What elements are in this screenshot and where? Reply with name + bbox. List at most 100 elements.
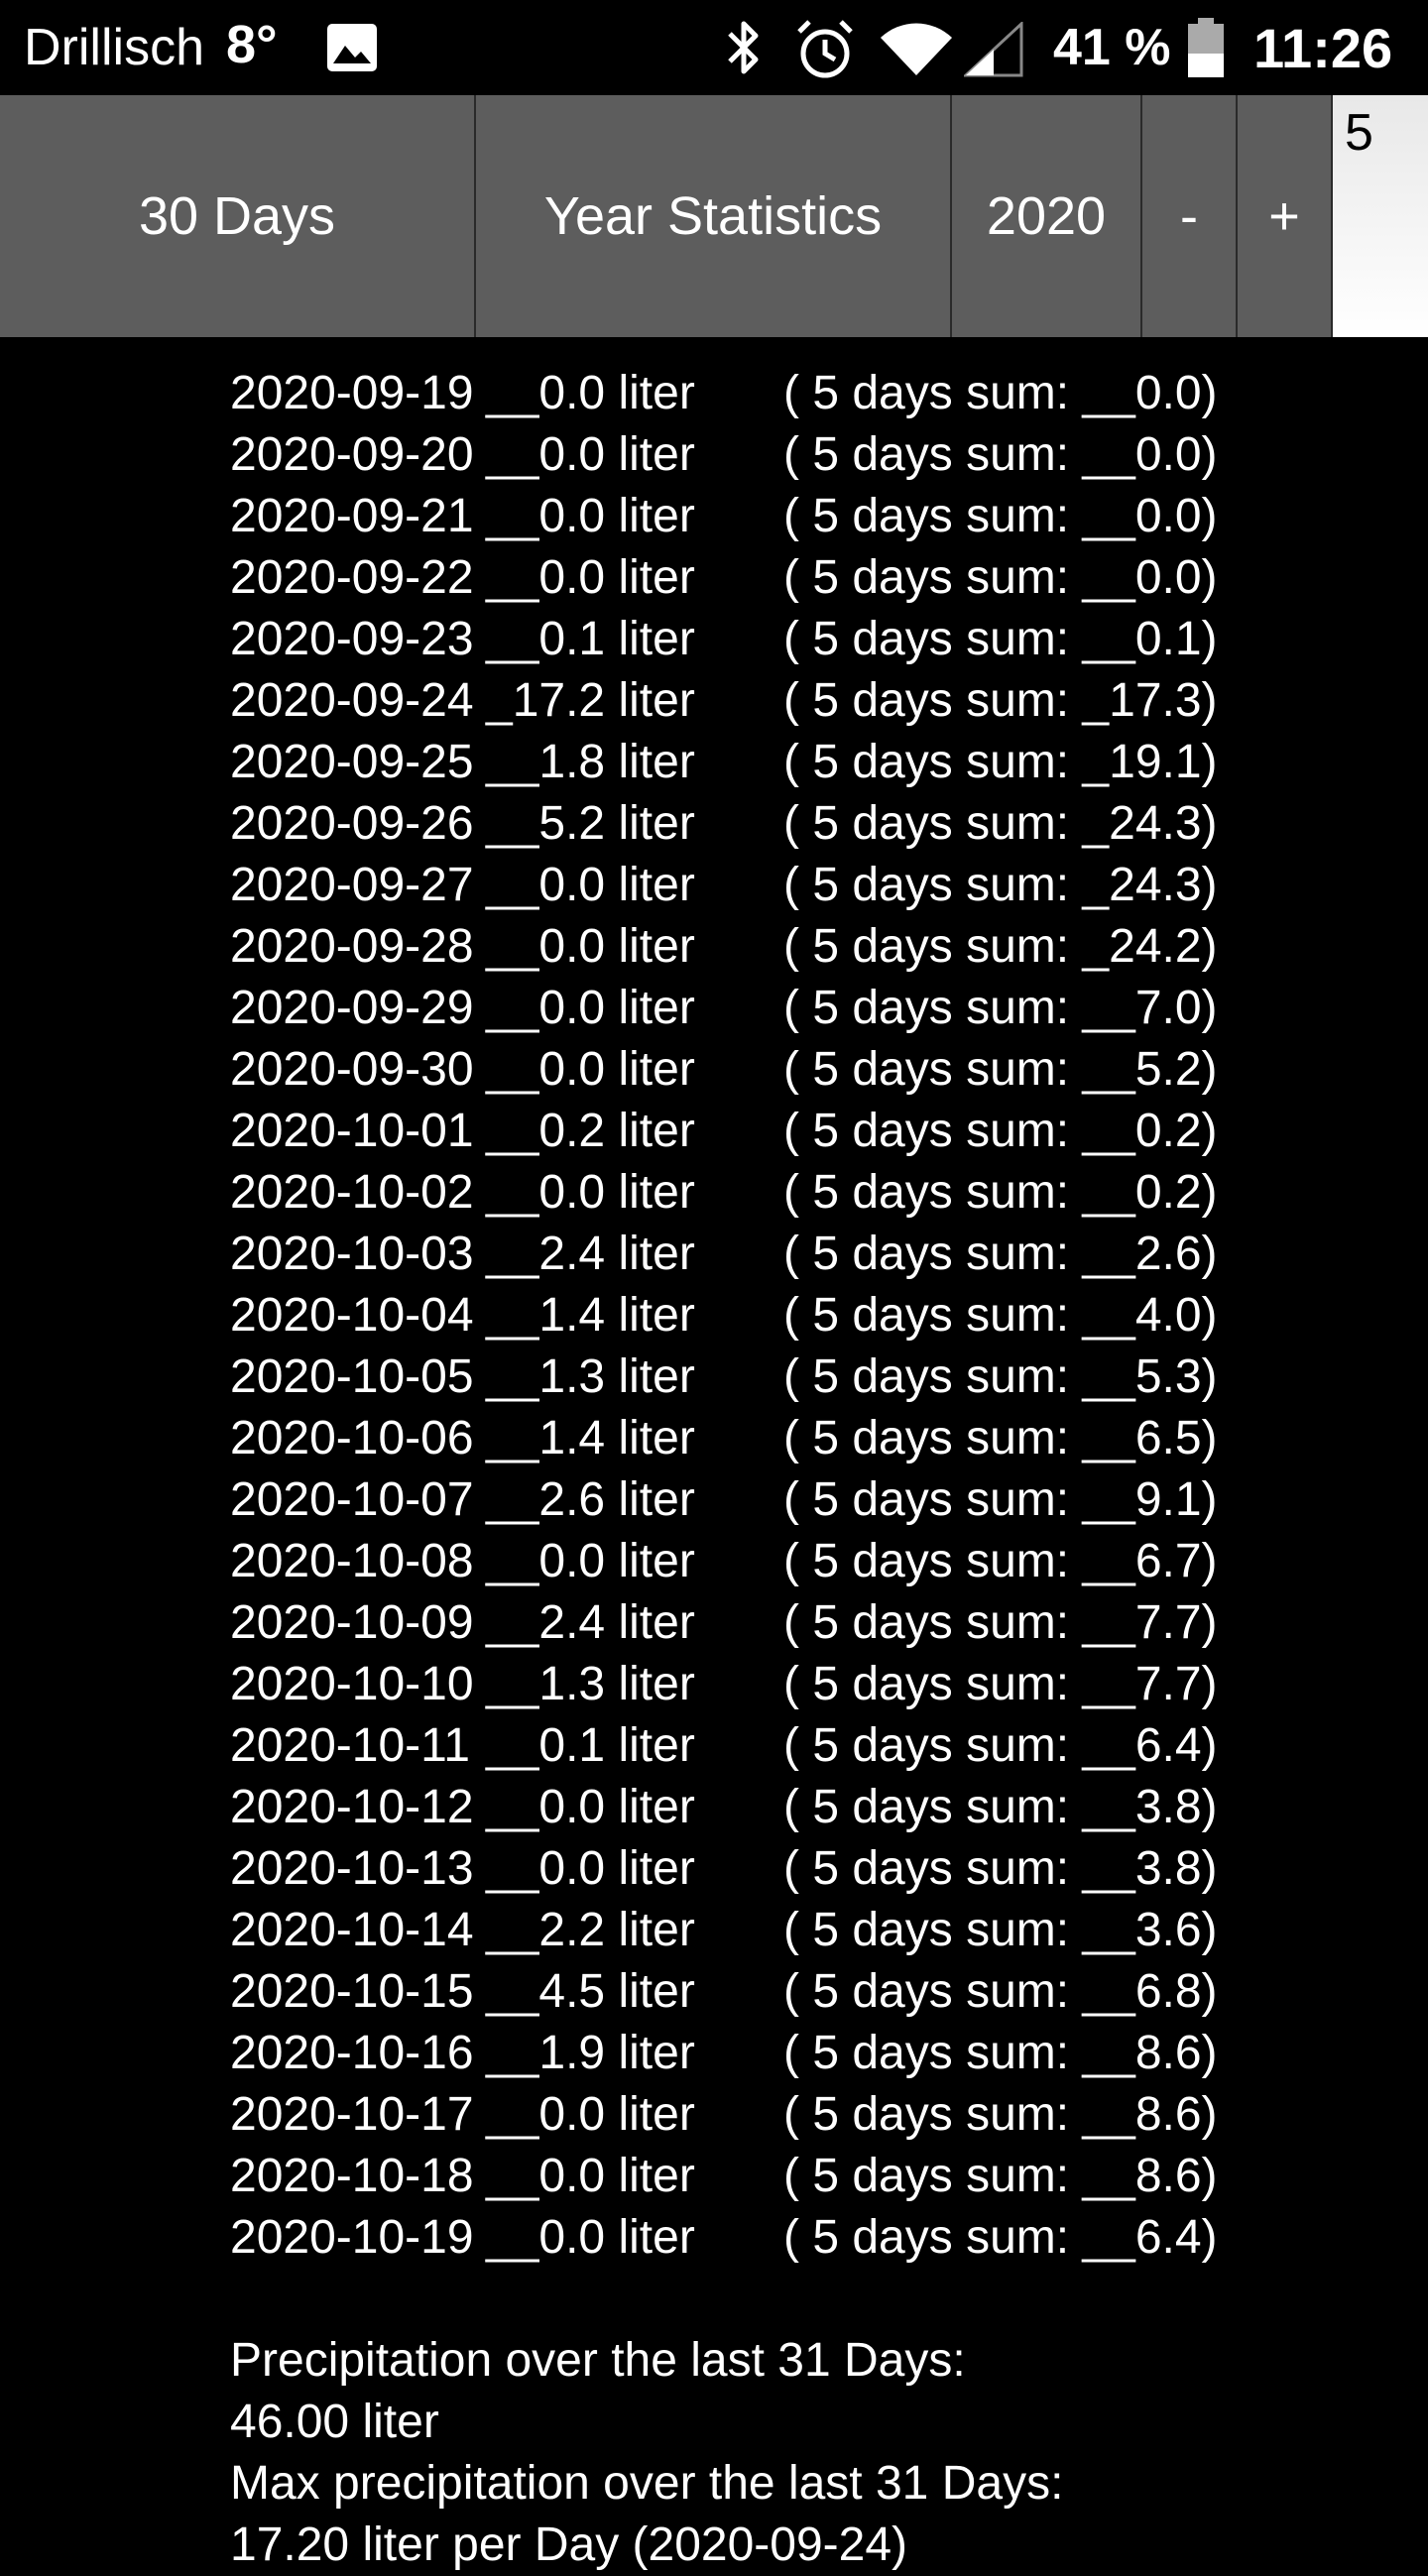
row-amount: __0.0 liter [486, 2088, 695, 2141]
row-date: 2020-09-26 [230, 797, 474, 850]
row-sum: ( 5 days sum: __7.0) [783, 982, 1218, 1034]
row-date: 2020-09-21 [230, 490, 474, 542]
list-item: 2020-09-29 __0.0 liter ( 5 days sum: __7.0… [230, 978, 1420, 1039]
row-date: 2020-10-02 [230, 1166, 474, 1219]
row-date: 2020-10-14 [230, 1904, 474, 1956]
row-sum: ( 5 days sum: __3.8) [783, 1781, 1218, 1833]
list-item: 2020-09-22 __0.0 liter ( 5 days sum: __0.0… [230, 547, 1420, 609]
row-amount: __0.0 liter [486, 982, 695, 1034]
list-item: 2020-10-18 __0.0 liter ( 5 days sum: __8.6… [230, 2146, 1420, 2207]
row-amount: __1.4 liter [486, 1412, 695, 1464]
wifi-icon [881, 23, 952, 76]
list-item: 2020-10-19 __0.0 liter ( 5 days sum: __6.4… [230, 2207, 1420, 2269]
row-date: 2020-10-13 [230, 1842, 474, 1895]
row-sum: ( 5 days sum: _24.3) [783, 859, 1218, 911]
list-item: 2020-09-30 __0.0 liter ( 5 days sum: __5.2… [230, 1039, 1420, 1101]
max-precipitation-value: 17.20 liter per Day (2020-09-24) [230, 2518, 908, 2571]
row-sum: ( 5 days sum: __3.6) [783, 1904, 1218, 1956]
precipitation-list: 2020-09-19 __0.0 liter( 5 days sum: __0.0… [230, 363, 1420, 2576]
row-amount: __0.0 liter [486, 490, 695, 542]
status-bar: Drillisch 8° 41 % 11:26 [0, 0, 1428, 95]
plus-button[interactable]: + [1238, 95, 1333, 337]
row-amount: __0.0 liter [486, 1043, 695, 1096]
list-item: 2020-10-10 __1.3 liter ( 5 days sum: __7.7… [230, 1654, 1420, 1715]
row-date: 2020-10-09 [230, 1596, 474, 1649]
row-amount: __1.9 liter [486, 2027, 695, 2079]
minus-button[interactable]: - [1142, 95, 1238, 337]
year-statistics-button[interactable]: Year Statistics [476, 95, 952, 337]
list-item: 2020-09-26 __5.2 liter ( 5 days sum: _24.3… [230, 793, 1420, 855]
list-item: 2020-10-05 __1.3 liter ( 5 days sum: __5.3… [230, 1347, 1420, 1408]
row-amount: __0.0 liter [486, 859, 695, 911]
row-sum: ( 5 days sum: __8.6) [783, 2088, 1218, 2141]
row-sum: ( 5 days sum: _19.1) [783, 736, 1218, 788]
row-amount: __5.2 liter [486, 797, 695, 850]
row-date: 2020-10-16 [230, 2027, 474, 2079]
row-amount: __0.0 liter [486, 2211, 695, 2264]
row-sum: ( 5 days sum: __6.5) [783, 1412, 1218, 1464]
bluetooth-icon [728, 21, 759, 74]
list-item: 2020-10-07 __2.6 liter ( 5 days sum: __9.1… [230, 1469, 1420, 1531]
row-amount: _17.2 liter [486, 674, 695, 727]
days-input[interactable]: 5 [1333, 95, 1428, 337]
temperature: 8° [226, 15, 278, 74]
list-item: 2020-10-15 __4.5 liter ( 5 days sum: __6.8… [230, 1961, 1420, 2023]
row-date: 2020-10-15 [230, 1965, 474, 2018]
list-item: 2020-10-06 __1.4 liter ( 5 days sum: __6.5… [230, 1408, 1420, 1469]
battery-percentage: 41 % [1053, 19, 1171, 76]
row-sum: ( 5 days sum: __8.6) [783, 2027, 1218, 2079]
row-date: 2020-10-08 [230, 1535, 474, 1587]
clock: 11:26 [1253, 17, 1393, 79]
list-item: 2020-09-19 __0.0 liter ( 5 days sum: __0.0… [230, 363, 1420, 424]
row-sum: ( 5 days sum: __6.8) [783, 1965, 1218, 2018]
row-sum: ( 5 days sum: __7.7) [783, 1596, 1218, 1649]
row-date: 2020-09-22 [230, 551, 474, 604]
row-date: 2020-10-19 [230, 2211, 474, 2264]
row-amount: __0.0 liter [486, 2150, 695, 2202]
list-item: 2020-10-16 __1.9 liter ( 5 days sum: __8.6… [230, 2023, 1420, 2084]
row-date: 2020-10-17 [230, 2088, 474, 2141]
list-item: 2020-09-23 __0.1 liter ( 5 days sum: __0.1… [230, 609, 1420, 670]
list-item: 2020-10-02 __0.0 liter ( 5 days sum: __0.2… [230, 1162, 1420, 1224]
max-precipitation-label: Max precipitation over the last 31 Days: [230, 2457, 1064, 2510]
list-item: 2020-10-12 __0.0 liter ( 5 days sum: __3.8… [230, 1777, 1420, 1838]
total-precipitation-value: 46.00 liter [230, 2396, 439, 2448]
row-date: 2020-10-18 [230, 2150, 474, 2202]
list-item: 2020-10-03 __2.4 liter ( 5 days sum: __2.6… [230, 1224, 1420, 1285]
row-amount: __0.0 liter [486, 367, 695, 419]
row-date: 2020-10-05 [230, 1350, 474, 1403]
row-sum: ( 5 days sum: __0.2) [783, 1166, 1218, 1219]
row-amount: __0.1 liter [486, 1719, 695, 1772]
row-date: 2020-09-29 [230, 982, 474, 1034]
row-amount: __1.3 liter [486, 1350, 695, 1403]
row-sum: ( 5 days sum: __5.3) [783, 1350, 1218, 1403]
row-sum: ( 5 days sum: __6.7) [783, 1535, 1218, 1587]
list-item: 2020-10-04 __1.4 liter ( 5 days sum: __4.0… [230, 1285, 1420, 1347]
list-item: 2020-10-09 __2.4 liter ( 5 days sum: __7.7… [230, 1592, 1420, 1654]
row-sum: ( 5 days sum: __0.2) [783, 1105, 1218, 1157]
thirty-days-button[interactable]: 30 Days [0, 95, 476, 337]
row-amount: __1.8 liter [486, 736, 695, 788]
list-item: 2020-10-17 __0.0 liter ( 5 days sum: __8.6… [230, 2084, 1420, 2146]
alarm-icon [797, 20, 853, 78]
row-sum: ( 5 days sum: _24.3) [783, 797, 1218, 850]
year-button[interactable]: 2020 [952, 95, 1142, 337]
row-date: 2020-09-23 [230, 613, 474, 665]
row-sum: ( 5 days sum: __2.6) [783, 1228, 1218, 1280]
row-date: 2020-09-28 [230, 920, 474, 973]
row-sum: ( 5 days sum: _17.3) [783, 674, 1218, 727]
row-date: 2020-09-19 [230, 367, 474, 419]
row-date: 2020-10-03 [230, 1228, 474, 1280]
row-date: 2020-09-30 [230, 1043, 474, 1096]
row-sum: ( 5 days sum: __7.7) [783, 1658, 1218, 1710]
row-amount: __0.0 liter [486, 1535, 695, 1587]
row-date: 2020-09-25 [230, 736, 474, 788]
signal-icon [964, 22, 1023, 77]
spacer [230, 2269, 1420, 2330]
row-date: 2020-10-04 [230, 1289, 474, 1342]
row-date: 2020-10-11 [230, 1719, 470, 1772]
row-sum: ( 5 days sum: __0.0) [783, 367, 1218, 419]
row-amount: __0.0 liter [486, 1166, 695, 1219]
row-date: 2020-09-24 [230, 674, 474, 727]
row-amount: __0.1 liter [486, 613, 695, 665]
